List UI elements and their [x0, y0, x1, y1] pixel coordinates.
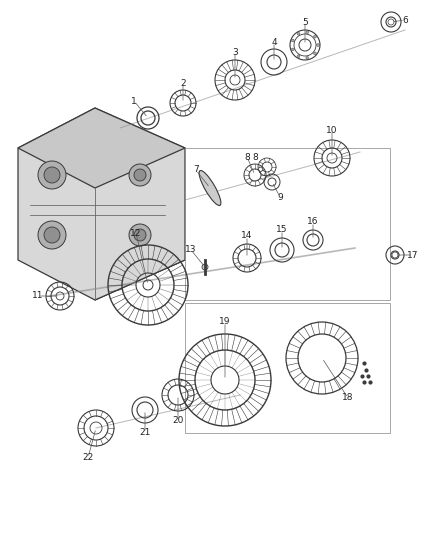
Text: 5: 5	[301, 18, 307, 27]
Polygon shape	[95, 148, 184, 300]
Circle shape	[134, 169, 146, 181]
Text: 22: 22	[82, 454, 93, 463]
Circle shape	[291, 39, 293, 42]
Text: 8: 8	[244, 152, 249, 161]
Text: 18: 18	[342, 393, 353, 402]
Text: 7: 7	[193, 166, 198, 174]
Text: 1: 1	[131, 96, 137, 106]
Polygon shape	[18, 108, 184, 300]
Text: 19: 19	[219, 318, 230, 327]
Circle shape	[134, 229, 146, 241]
Text: 2: 2	[180, 78, 185, 87]
Circle shape	[44, 167, 60, 183]
Circle shape	[38, 161, 66, 189]
Text: 11: 11	[32, 292, 44, 301]
Text: 13: 13	[185, 246, 196, 254]
Ellipse shape	[199, 171, 220, 206]
Bar	[184, 303, 389, 433]
Circle shape	[305, 56, 308, 59]
Text: 9: 9	[276, 192, 282, 201]
Circle shape	[316, 44, 319, 46]
Polygon shape	[18, 108, 184, 188]
Circle shape	[313, 35, 316, 38]
Text: 10: 10	[325, 125, 337, 134]
Text: 3: 3	[232, 47, 237, 56]
Text: 4: 4	[271, 37, 276, 46]
Circle shape	[297, 33, 299, 35]
Bar	[184, 148, 389, 300]
Text: 14: 14	[241, 231, 252, 240]
Text: 16: 16	[307, 217, 318, 227]
Circle shape	[129, 224, 151, 246]
Circle shape	[313, 52, 316, 55]
Circle shape	[297, 55, 299, 58]
Circle shape	[129, 164, 151, 186]
Text: 17: 17	[406, 251, 418, 260]
Text: 15: 15	[276, 225, 287, 235]
Text: 8: 8	[251, 152, 257, 161]
Text: 20: 20	[172, 416, 183, 425]
Circle shape	[38, 221, 66, 249]
Circle shape	[291, 48, 293, 51]
Text: 21: 21	[139, 429, 150, 438]
Circle shape	[44, 227, 60, 243]
Text: 6: 6	[401, 15, 407, 25]
Text: 12: 12	[130, 229, 141, 238]
Circle shape	[201, 264, 208, 270]
Circle shape	[305, 31, 308, 34]
